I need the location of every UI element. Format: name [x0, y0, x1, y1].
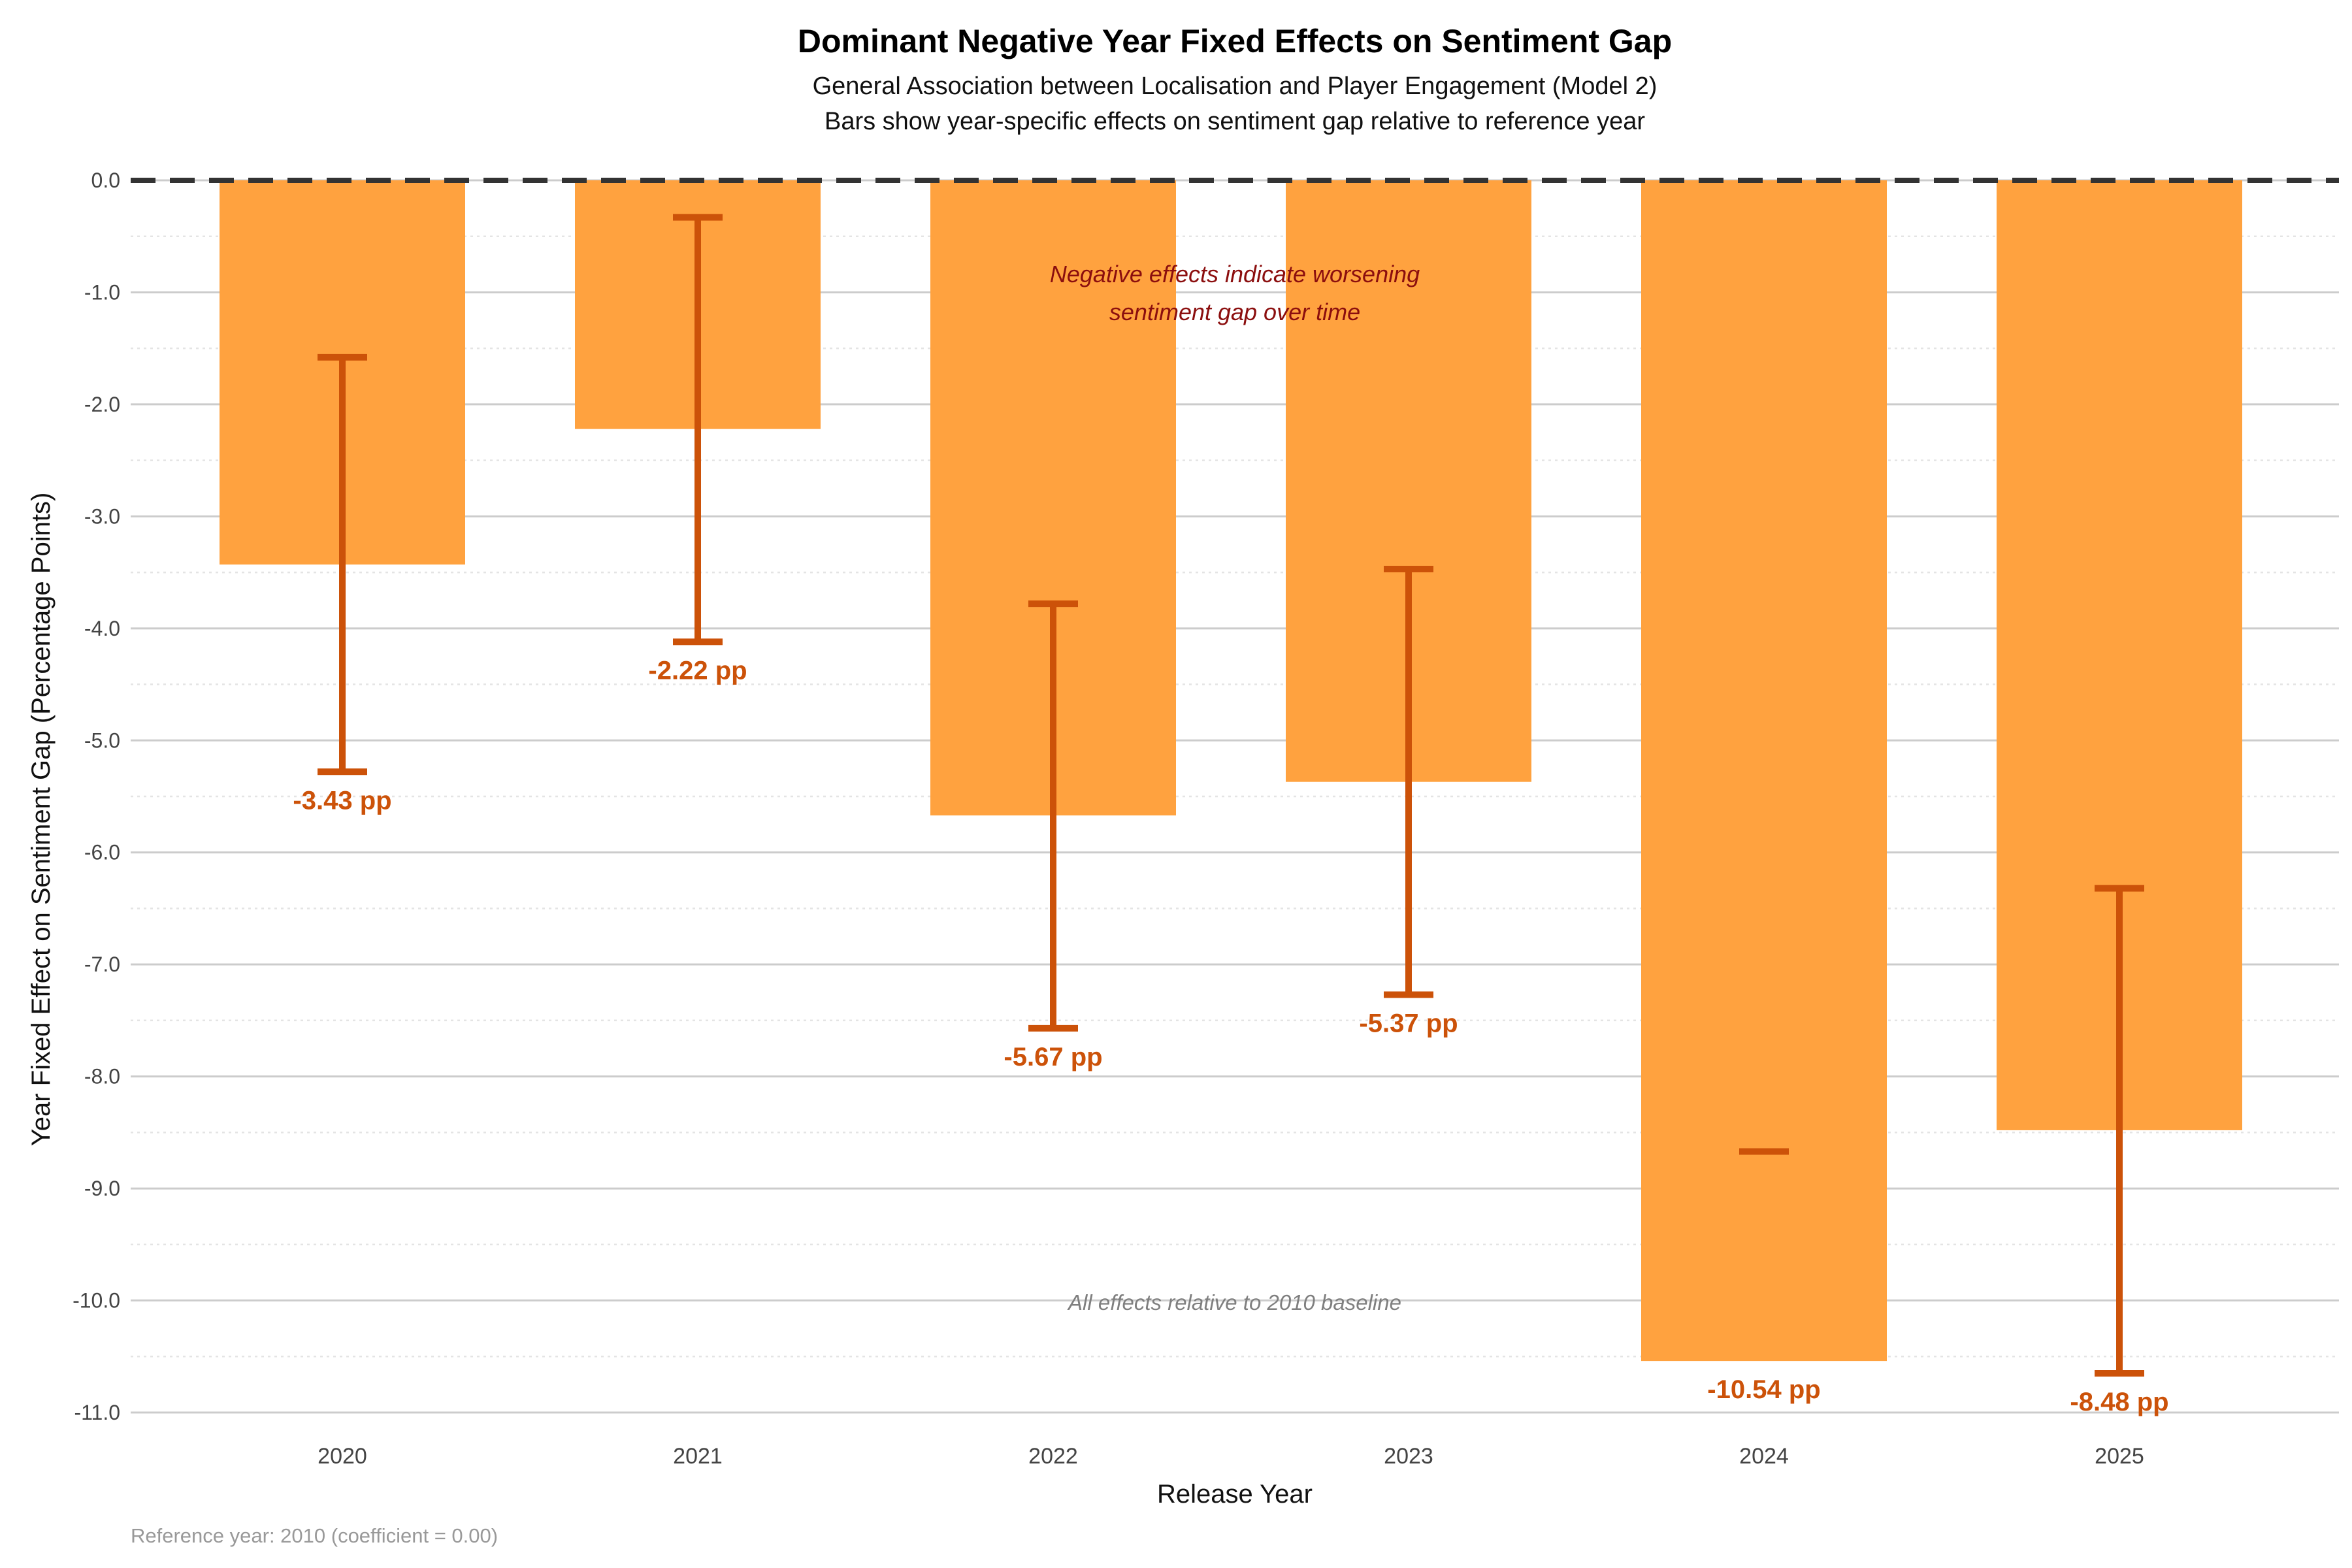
error-bars: [318, 214, 2144, 1377]
bar-2024: [1641, 180, 1887, 1362]
x-axis-title: Release Year: [1157, 1480, 1313, 1509]
x-tick-label-2023: 2023: [1384, 1444, 1433, 1469]
x-tick-label-2022: 2022: [1028, 1444, 1078, 1469]
x-tick-label-2021: 2021: [673, 1444, 723, 1469]
x-tick-label-2025: 2025: [2095, 1444, 2144, 1469]
data-label-2025: -8.48 pp: [2070, 1388, 2168, 1416]
y-tick-label: -6.0: [84, 841, 120, 864]
x-tick-labels: 2020 2021 2022 2023 2024 2025: [318, 1444, 2144, 1469]
y-tick-label: -5.0: [84, 728, 120, 752]
x-tick-label-2024: 2024: [1739, 1444, 1789, 1469]
x-tick-label-2020: 2020: [318, 1444, 367, 1469]
y-tick-label: -9.0: [84, 1177, 120, 1200]
chart-title: Dominant Negative Year Fixed Effects on …: [798, 23, 1672, 59]
y-tick-label: -7.0: [84, 953, 120, 976]
chart-subtitle-line-1: General Association between Localisation…: [813, 73, 1658, 100]
annotation-line-1: Negative effects indicate worsening: [1050, 261, 1420, 287]
data-label-2021: -2.22 pp: [648, 656, 747, 685]
grid-lines: [131, 179, 2339, 1414]
y-tick-label: -8.0: [84, 1065, 120, 1088]
y-tick-label: -10.0: [73, 1289, 120, 1313]
y-tick-label: -3.0: [84, 504, 120, 528]
y-tick-labels: 0.0 -1.0 -2.0 -3.0 -4.0 -5.0 -6.0 -7.0 -8.0 -9.0 -…: [73, 169, 120, 1424]
y-axis-title: Year Fixed Effect on Sentiment Gap (Perc…: [27, 493, 56, 1147]
data-labels: -3.43 pp -2.22 pp -5.67 pp -5.37 pp -10.54 p…: [293, 656, 2168, 1416]
data-label-2024: -10.54 pp: [1707, 1375, 1820, 1404]
chart-subtitle-line-2: Bars show year-specific effects on senti…: [825, 108, 1645, 135]
data-label-2022: -5.67 pp: [1004, 1043, 1102, 1071]
y-tick-label: -2.0: [84, 393, 120, 416]
data-label-2023: -5.37 pp: [1359, 1009, 1458, 1037]
bars: [220, 180, 2242, 1362]
y-tick-label: 0.0: [91, 169, 120, 192]
data-label-2020: -3.43 pp: [293, 786, 391, 815]
y-tick-label: -1.0: [84, 280, 120, 304]
caption: Reference year: 2010 (coefficient = 0.00…: [131, 1524, 498, 1547]
y-tick-label: -4.0: [84, 617, 120, 640]
annotation-line-2: sentiment gap over time: [1109, 299, 1360, 325]
baseline-note: All effects relative to 2010 baseline: [1067, 1290, 1401, 1315]
y-tick-label: -11.0: [74, 1401, 120, 1424]
